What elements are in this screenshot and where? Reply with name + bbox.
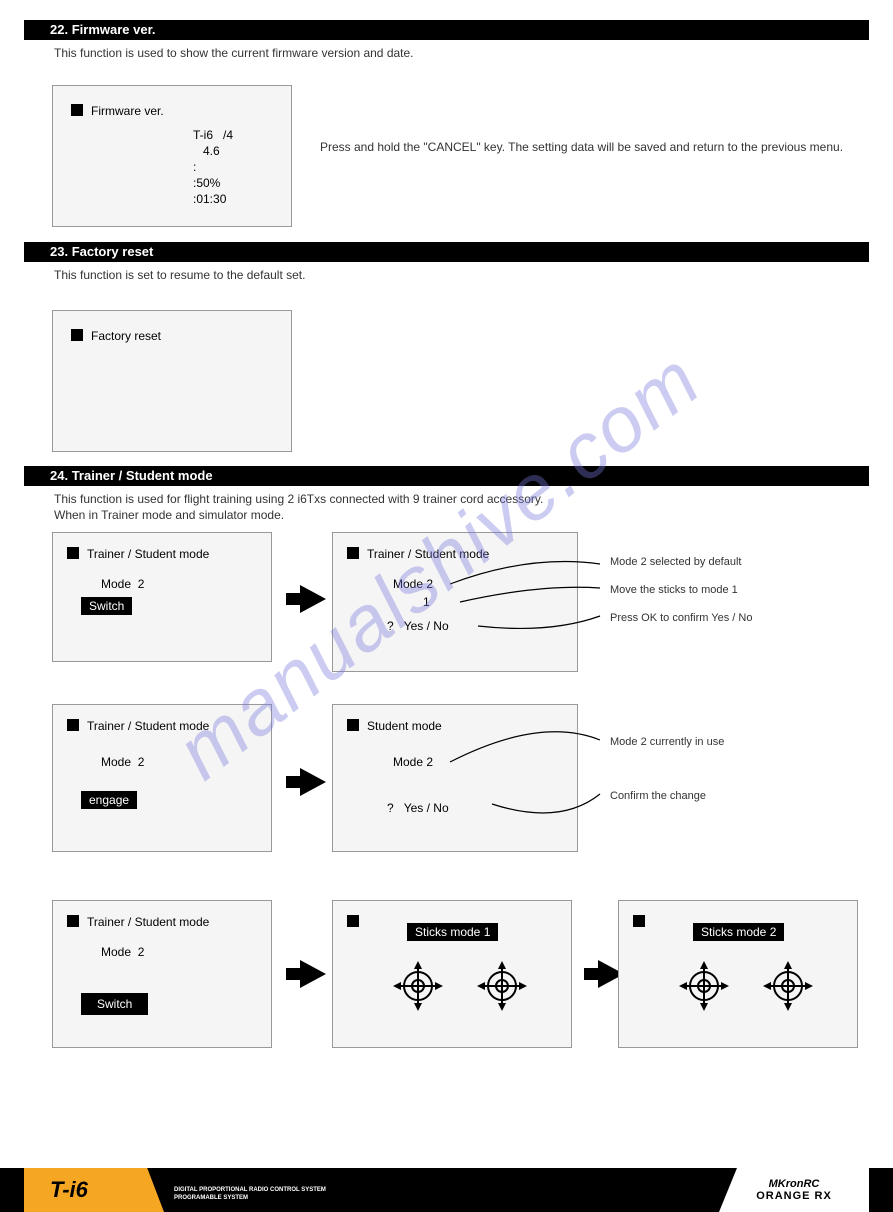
screen-tm-5: Trainer / Student mode Mode 2 Switch <box>52 900 272 1048</box>
square-icon <box>71 329 83 341</box>
screen-22-row-d: :50% <box>193 176 220 190</box>
section-22-header: 22. Firmware ver. <box>24 20 869 40</box>
square-icon <box>71 104 83 116</box>
screen-tm-5-title: Trainer / Student mode <box>87 915 209 929</box>
crosshair-icon <box>477 961 527 1011</box>
square-icon <box>347 915 359 927</box>
page-footer: T-i6 DIGITAL PROPORTIONAL RADIO CONTROL … <box>0 1168 893 1212</box>
square-icon <box>347 547 359 559</box>
footer-brand-2: ORANGE RX <box>756 1190 832 1202</box>
square-icon <box>347 719 359 731</box>
annotation-1: Mode 2 selected by default <box>610 556 741 568</box>
square-icon <box>633 915 645 927</box>
screen-tm-3-engage: engage <box>81 791 137 809</box>
crosshair-icon <box>763 961 813 1011</box>
section-23-intro: This function is set to resume to the de… <box>54 268 305 282</box>
screen-tm-3-title: Trainer / Student mode <box>87 719 209 733</box>
footer-brand: MKronRC ORANGE RX <box>719 1168 869 1212</box>
screen-tm-1-switch: Switch <box>81 597 132 615</box>
screen-tm-4: Student mode Mode 2 ? Yes / No <box>332 704 578 852</box>
section-22-body: Press and hold the "CANCEL" key. The set… <box>320 140 853 154</box>
crosshair-icon <box>393 961 443 1011</box>
section-24-num: 24. <box>50 468 68 483</box>
section-24-title: Trainer / Student mode <box>72 468 213 483</box>
screen-23: Factory reset <box>52 310 292 452</box>
section-23-title: Factory reset <box>72 244 154 259</box>
screen-tm-7-title: Sticks mode 2 <box>693 923 784 941</box>
screen-tm-2-mode2: Mode 2 <box>393 577 433 591</box>
screen-tm-1-mode: Mode 2 <box>101 577 144 591</box>
screen-tm-1-title: Trainer / Student mode <box>87 547 209 561</box>
screen-tm-2-mode1: 1 <box>423 595 430 609</box>
screen-tm-2-title: Trainer / Student mode <box>367 547 489 561</box>
section-22-num: 22. <box>50 22 68 37</box>
section-24-intro-2: When in Trainer mode and simulator mode. <box>54 508 853 522</box>
screen-tm-2: Trainer / Student mode Mode 2 1 ? Yes / … <box>332 532 578 672</box>
arrow-icon <box>300 585 326 613</box>
annotation-2: Move the sticks to mode 1 <box>610 584 738 596</box>
screen-tm-2-confirm: ? Yes / No <box>387 619 449 633</box>
annotation-5: Confirm the change <box>610 790 706 802</box>
screen-23-title: Factory reset <box>91 329 161 343</box>
screen-22-row-c: : <box>193 160 196 174</box>
footer-product-badge: T-i6 <box>24 1168 164 1212</box>
crosshair-icon <box>679 961 729 1011</box>
screen-22-title: Firmware ver. <box>91 104 164 118</box>
screen-tm-5-mode: Mode 2 <box>101 945 144 959</box>
square-icon <box>67 547 79 559</box>
footer-brand-1: MKronRC <box>769 1178 820 1190</box>
screen-tm-1: Trainer / Student mode Mode 2 Switch <box>52 532 272 662</box>
annotation-4: Mode 2 currently in use <box>610 736 724 748</box>
screen-tm-3: Trainer / Student mode Mode 2 engage <box>52 704 272 852</box>
square-icon <box>67 915 79 927</box>
screen-tm-6: Sticks mode 1 <box>332 900 572 1048</box>
screen-22-row-e: :01:30 <box>193 192 226 206</box>
screen-tm-4-confirm: ? Yes / No <box>387 801 449 815</box>
screen-tm-4-mode: Mode 2 <box>393 755 433 769</box>
screen-22: Firmware ver. T-i6 /4 4.6 : :50% :01:30 <box>52 85 292 227</box>
screen-tm-6-title: Sticks mode 1 <box>407 923 498 941</box>
screen-tm-4-title: Student mode <box>367 719 442 733</box>
footer-subtitle: DIGITAL PROPORTIONAL RADIO CONTROL SYSTE… <box>174 1186 326 1202</box>
screen-tm-5-sticks: Switch <box>81 993 148 1015</box>
annotation-3: Press OK to confirm Yes / No <box>610 612 752 624</box>
section-24-intro-1: This function is used for flight trainin… <box>54 492 853 506</box>
section-22-title: Firmware ver. <box>72 22 156 37</box>
footer-product: T-i6 <box>50 1177 88 1203</box>
section-24-header: 24. Trainer / Student mode <box>24 466 869 486</box>
section-23-header: 23. Factory reset <box>24 242 869 262</box>
arrow-icon <box>300 768 326 796</box>
square-icon <box>67 719 79 731</box>
screen-22-row-b: 4.6 <box>203 144 220 158</box>
section-23-num: 23. <box>50 244 68 259</box>
screen-tm-7: Sticks mode 2 <box>618 900 858 1048</box>
screen-tm-3-mode: Mode 2 <box>101 755 144 769</box>
screen-22-row-a: T-i6 /4 <box>193 128 233 142</box>
section-22-intro: This function is used to show the curren… <box>54 46 853 60</box>
arrow-icon <box>300 960 326 988</box>
